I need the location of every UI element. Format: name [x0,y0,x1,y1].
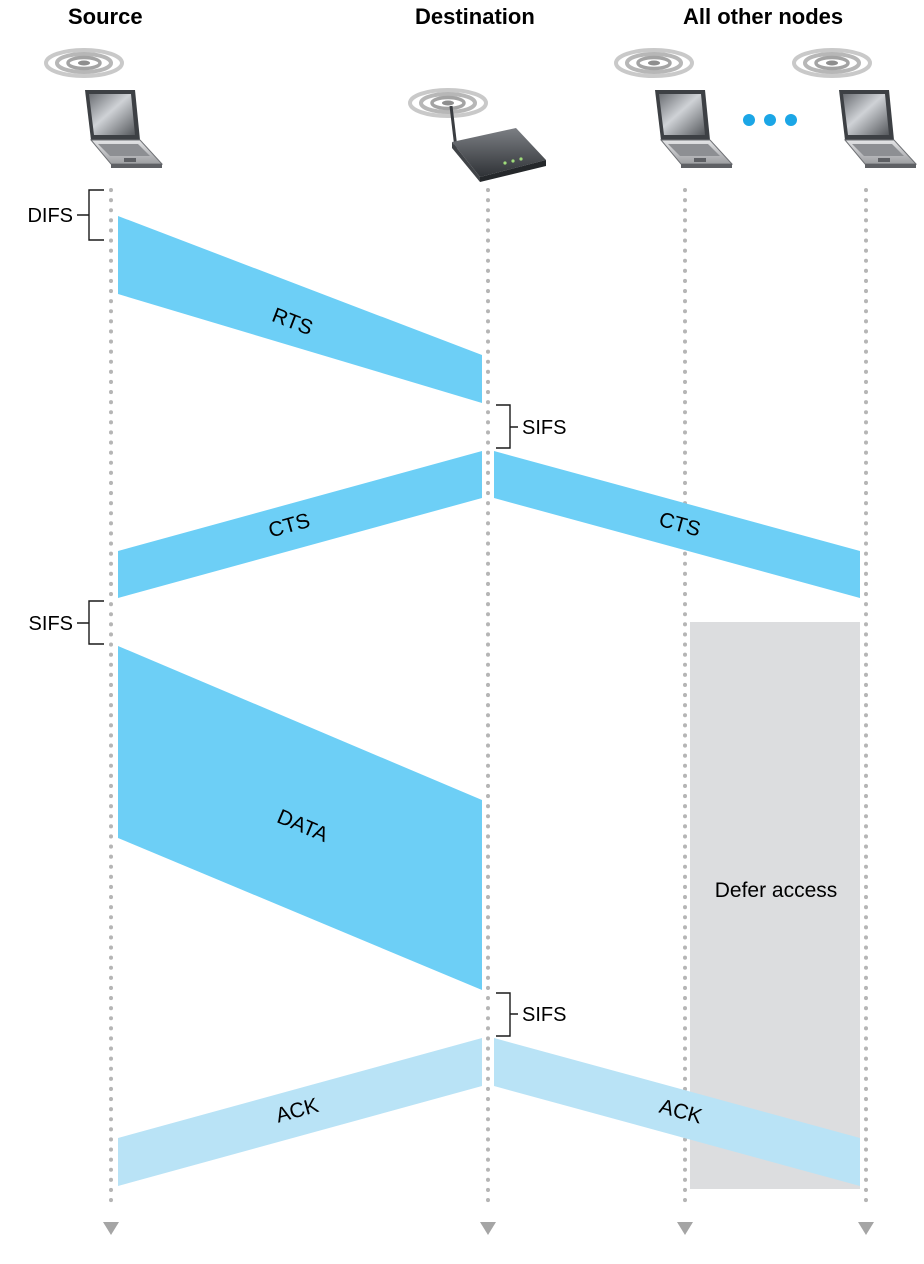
destination-access-point-icon [408,88,546,182]
destination-header: Destination [415,4,535,29]
sifs-after-data-bracket [496,992,518,1037]
other-node-2-timeline-arrow [858,1222,874,1235]
data-frame [118,646,482,990]
rts-frame [118,216,482,403]
source-timeline-arrow [103,1222,119,1235]
cts-frame-to-others [494,451,860,598]
difs-label: DIFS [27,205,73,227]
defer-access-label: Defer access [715,879,838,902]
ack-frame-to-others [494,1038,860,1186]
other-node-1-laptop-icon [614,48,733,169]
other-nodes-header: All other nodes [683,4,844,29]
ack-frame-to-source [118,1038,482,1186]
difs-bracket [77,189,104,241]
other-node-1-timeline-arrow [677,1222,693,1235]
other-node-2-laptop-icon [792,48,917,169]
sifs-after-cts-label: SIFS [29,613,73,635]
sifs-after-data-label: SIFS [522,1004,566,1026]
ellipsis-dots-icon [743,114,797,126]
sifs-after-cts-bracket [77,600,104,645]
destination-timeline-arrow [480,1222,496,1235]
defer-access-region [690,622,860,1189]
sifs-after-rts-label: SIFS [522,417,566,439]
sifs-after-rts-bracket [496,404,518,449]
cts-frame-to-source [118,451,482,598]
source-laptop-icon [44,48,163,169]
source-header: Source [68,4,143,29]
